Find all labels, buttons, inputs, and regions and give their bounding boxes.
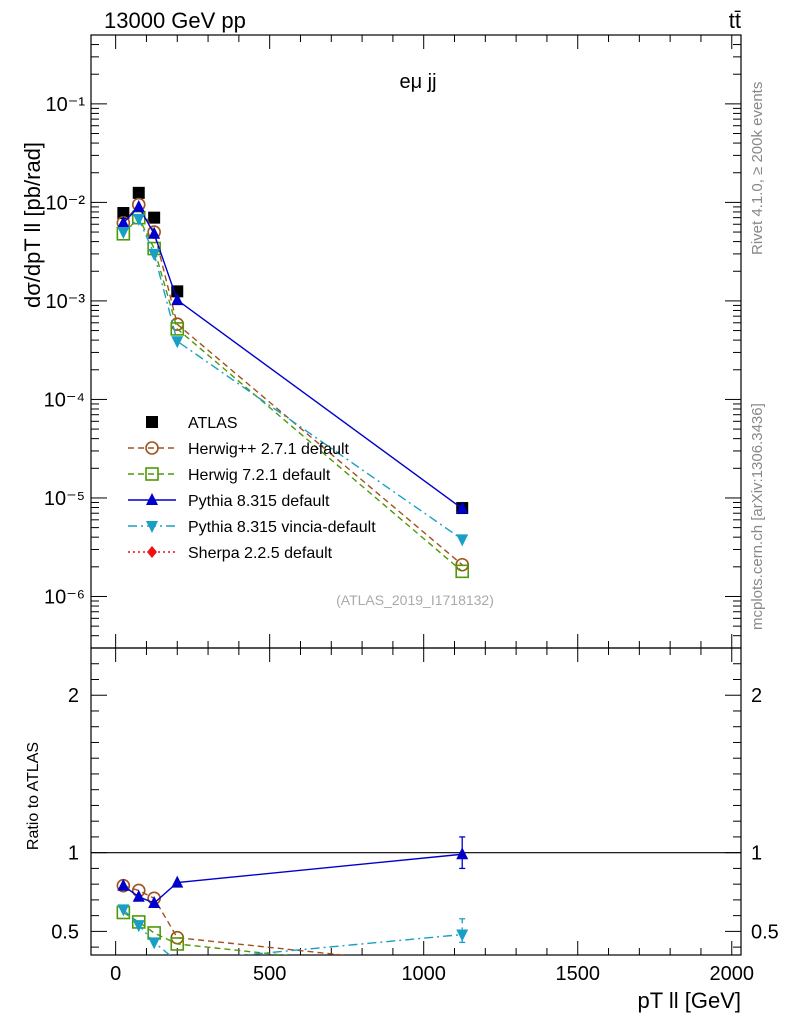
main-data-point [171, 293, 184, 306]
main-series-group [116, 186, 470, 579]
ratio-x-tick-label: 500 [253, 963, 286, 985]
x-axis-label: pT ll [GeV] [637, 988, 741, 1013]
ratio-data-point [171, 956, 183, 968]
main-y-tick-label: 10⁻⁶ [44, 586, 85, 608]
main-panel: 10⁻⁶ 10⁻⁵ 10⁻⁴ 10⁻³ 10⁻² 10⁻¹ dσ/dpT ll [pb/ra… [20, 34, 742, 649]
ratio-x-tick-label: 0 [110, 963, 121, 985]
main-data-point [148, 226, 161, 239]
ratio-panel: 0.5 0.5 1 1 2 2 0 500 1000 1500 2000 Ratio to ATLAS… [25, 647, 779, 1013]
legend-label: Herwig 7.2.1 default [188, 467, 331, 484]
legend-label: Pythia 8.315 default [188, 493, 330, 510]
ratio-series-group [116, 836, 469, 980]
ratio-data-point [117, 904, 130, 917]
ratio-y-axis-label: Ratio to ATLAS [25, 742, 42, 850]
rivet-version-label: Rivet 4.1.0, ≥ 200k events [749, 82, 766, 255]
legend-marker [146, 493, 158, 505]
main-data-point [132, 199, 145, 212]
collision-energy-label: 13000 GeV pp [104, 8, 246, 33]
ratio-data-point [456, 847, 469, 860]
main-data-point [171, 285, 184, 298]
ratio-x-tick-label: 1000 [401, 963, 446, 985]
ratio-series-line [122, 908, 463, 955]
main-data-point [117, 215, 130, 228]
legend-marker [146, 416, 158, 428]
ratio-data-point [456, 962, 468, 974]
ratio-data-point [148, 937, 161, 950]
main-data-point [148, 211, 161, 224]
main-y-axis-label: dσ/dpT ll [pb/rad] [20, 142, 45, 308]
ratio-x-tick-label: 2000 [710, 963, 755, 985]
ratio-y-tick-label-right: 1 [751, 843, 762, 865]
ratio-series-line [122, 911, 289, 955]
ratio-y-tick-label-right: 2 [751, 685, 762, 707]
ratio-data-point [132, 889, 145, 902]
legend-label: Pythia 8.315 vincia-default [188, 519, 376, 536]
main-data-point [171, 336, 184, 349]
legend-marker [146, 521, 158, 533]
main-y-tick-label: 10⁻² [46, 192, 86, 214]
main-y-tick-label: 10⁻³ [46, 291, 86, 313]
ratio-frame [90, 647, 742, 956]
main-data-point [148, 248, 161, 261]
analysis-watermark: (ATLAS_2019_I1718132) [336, 592, 494, 608]
legend-label: ATLAS [188, 415, 238, 432]
ratio-data-point [456, 929, 469, 942]
ratio-data-point [170, 937, 185, 951]
ratio-y-tick-label-right: 0.5 [751, 921, 779, 943]
process-label: tt̄ [729, 8, 741, 33]
ratio-data-point [148, 896, 161, 909]
legend-label: Sherpa 2.2.5 default [188, 545, 333, 562]
main-series-line [122, 205, 463, 510]
legend-label: Herwig++ 2.7.1 default [188, 441, 350, 458]
main-y-tick-label: 10⁻¹ [46, 94, 86, 116]
main-data-point [456, 534, 469, 547]
main-data-point [132, 186, 145, 199]
main-data-point [117, 207, 130, 220]
ratio-y-tick-label: 2 [68, 685, 79, 707]
mcplots-reference-label: mcplots.cern.ch [arXiv:1306.3436] [749, 403, 766, 630]
main-data-point [170, 322, 185, 336]
legend-marker [147, 546, 157, 558]
main-y-tick-label: 10⁻⁴ [44, 389, 85, 411]
ratio-data-point [132, 920, 145, 933]
ratio-data-point [117, 878, 130, 891]
legend-marker [145, 467, 159, 481]
ratio-y-tick-label: 0.5 [51, 921, 79, 943]
ratio-series-line [122, 853, 463, 904]
legend-marker [145, 441, 159, 455]
selection-annotation: eμ jj [399, 71, 436, 93]
main-data-point [455, 564, 470, 579]
main-series-line [122, 217, 463, 540]
main-data-point [117, 227, 130, 240]
ratio-data-point [456, 968, 468, 980]
ratio-y-tick-label: 1 [68, 843, 79, 865]
main-data-point [456, 501, 469, 514]
main-data-point [132, 213, 145, 226]
ratio-x-tick-label: 1500 [555, 963, 600, 985]
ratio-data-point [171, 875, 184, 888]
main-y-tick-label: 10⁻⁵ [44, 488, 85, 510]
